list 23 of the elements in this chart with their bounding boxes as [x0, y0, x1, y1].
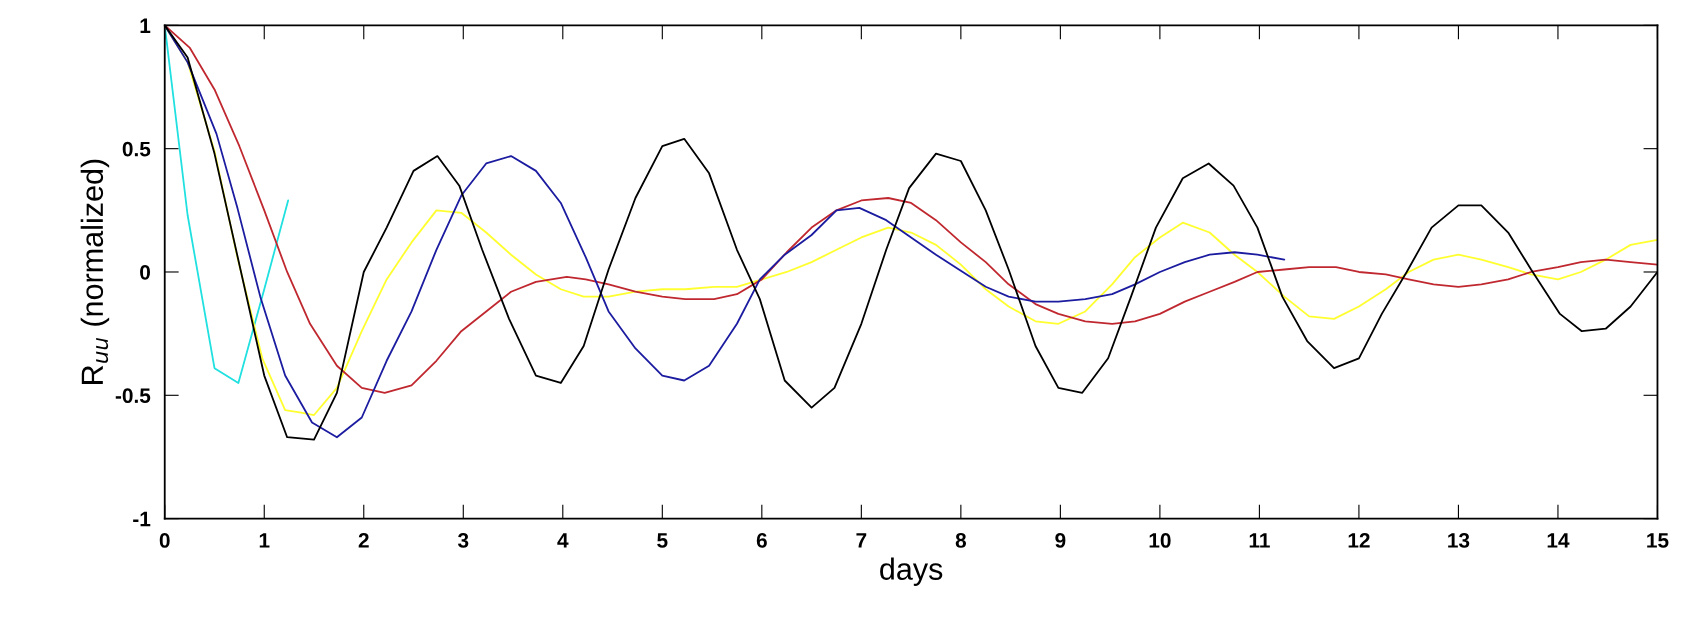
x-tick-label: 9 — [1055, 533, 1066, 548]
x-tick-label: 6 — [756, 533, 767, 548]
y-tick-label: -1 — [133, 511, 151, 527]
y-tick-label: 1 — [140, 18, 151, 33]
x-tick-label: 14 — [1547, 533, 1570, 548]
x-tick-label: 12 — [1348, 533, 1370, 548]
x-tick-label: 3 — [457, 533, 469, 548]
x-tick-label: 4 — [557, 533, 569, 548]
y-axis-title: R$_{uu}$ (normalized) — [80, 159, 110, 384]
x-tick-label: 5 — [657, 533, 668, 548]
y-tick-label: 0 — [140, 264, 150, 280]
y-tick-label: -0.5 — [115, 388, 151, 404]
x-tick-label: 10 — [1149, 533, 1171, 548]
x-tick-label: 13 — [1448, 533, 1470, 548]
x-tick-label: 0 — [159, 533, 170, 548]
x-tick-label: 2 — [358, 533, 369, 548]
x-tick-label: 1 — [259, 533, 270, 548]
y-tick-label: 0.5 — [122, 141, 151, 157]
x-tick-label: 7 — [856, 533, 867, 548]
x-tick-label: 8 — [955, 533, 967, 548]
x-tick-label: 15 — [1647, 533, 1669, 548]
x-tick-label: 11 — [1249, 533, 1270, 548]
x-axis-title: days — [880, 557, 943, 586]
